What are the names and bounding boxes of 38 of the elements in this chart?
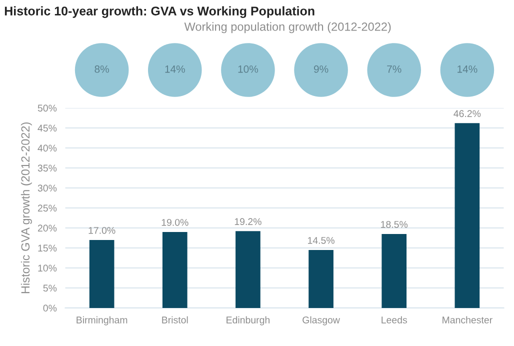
x-tick-label: Birmingham xyxy=(76,316,128,326)
y-axis-title: Historic GVA growth (2012-2022) xyxy=(20,122,32,294)
text: 8% xyxy=(94,65,109,73)
y-tick-label: 20% xyxy=(38,224,57,232)
chart-title: Historic 10-year growth: GVA vs Working Population xyxy=(4,6,314,18)
bar xyxy=(308,250,334,308)
y-tick-label: 5% xyxy=(43,284,57,292)
y-tick-label: 25% xyxy=(38,204,57,212)
data-label: 17.0% xyxy=(88,226,116,234)
y-tick-label: 15% xyxy=(38,244,57,252)
y-tick-label: 35% xyxy=(38,164,57,172)
text: 14% xyxy=(458,65,478,73)
y-tick-label: 40% xyxy=(38,144,57,152)
y-tick-label: 45% xyxy=(38,124,57,132)
bar xyxy=(162,232,188,308)
x-tick-label: Bristol xyxy=(162,316,188,324)
text: 9% xyxy=(314,65,328,73)
data-label: 18.5% xyxy=(381,220,408,228)
x-tick-label: Manchester xyxy=(442,316,492,324)
bar xyxy=(382,234,407,308)
data-label: 14.5% xyxy=(308,237,334,244)
x-tick-label: Leeds xyxy=(382,316,408,324)
y-tick-label: 30% xyxy=(38,184,57,192)
bar xyxy=(89,240,114,308)
y-tick-label: 10% xyxy=(38,264,57,272)
text: 10% xyxy=(238,65,258,73)
text: 7% xyxy=(387,65,402,73)
text: 14% xyxy=(165,65,185,73)
bar xyxy=(236,231,260,308)
bar xyxy=(454,123,480,308)
data-label: 19.0% xyxy=(162,218,188,226)
y-tick-label: 0% xyxy=(43,304,57,312)
y-tick-label: 50% xyxy=(38,104,57,112)
chart-subtitle: Working population growth (2012-2022) xyxy=(184,22,391,34)
x-tick-label: Glasgow xyxy=(302,316,340,326)
data-label: 46.2% xyxy=(454,110,481,118)
data-label: 19.2% xyxy=(234,218,262,226)
x-tick-label: Edinburgh xyxy=(226,316,270,326)
